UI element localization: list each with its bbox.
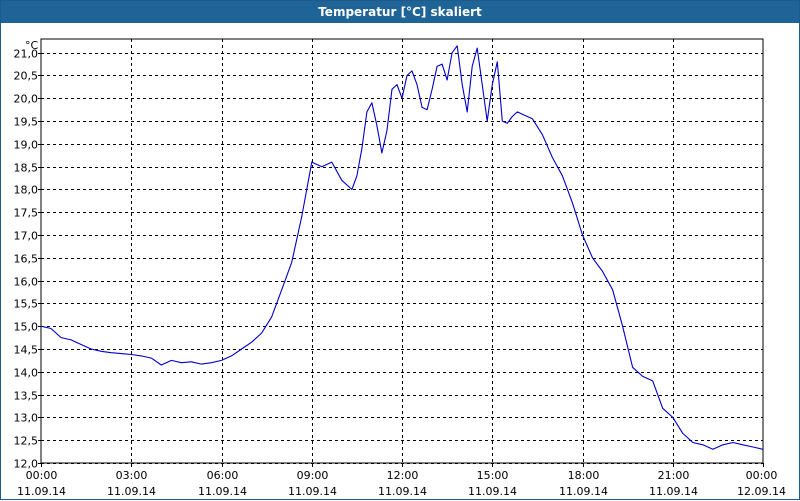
x-tick-time-label: 06:00 <box>207 469 239 482</box>
y-tick-label: 15,5 <box>14 298 39 311</box>
x-tick-date-label: 11.09.14 <box>378 485 427 498</box>
x-tick-time-label: 00:00 <box>746 469 778 482</box>
x-tick-time-label: 21:00 <box>658 469 690 482</box>
y-tick-label: 14,5 <box>14 344 39 357</box>
x-tick-time-label: 12:00 <box>387 469 419 482</box>
temperature-series-line <box>40 45 764 450</box>
y-tick-label: 20,5 <box>14 70 39 83</box>
y-tick-label: 20,0 <box>14 93 39 106</box>
x-tick-time-label: 09:00 <box>297 469 329 482</box>
y-tick-label: 14,0 <box>14 367 39 380</box>
y-tick-label: 16,5 <box>14 253 39 266</box>
x-tick-date-label: 11.09.14 <box>468 485 517 498</box>
x-tick-time-label: 18:00 <box>568 469 600 482</box>
y-tick-label: 17,5 <box>14 207 39 220</box>
y-tick-label: 18,0 <box>14 184 39 197</box>
x-tick-date-label: 11.09.14 <box>288 485 337 498</box>
chart-title: Temperatur [°C] skaliert <box>1 1 799 23</box>
y-tick-label: 18,5 <box>14 162 39 175</box>
y-tick-label: 13,5 <box>14 390 39 403</box>
y-tick-label: 17,0 <box>14 230 39 243</box>
x-tick-date-label: 12.09.14 <box>737 485 786 498</box>
y-tick-label: 21,0 <box>14 48 39 61</box>
y-tick-label: 15,0 <box>14 321 39 334</box>
y-tick-label: 19,0 <box>14 139 39 152</box>
x-tick-time-label: 03:00 <box>116 469 148 482</box>
y-tick-label: 12,0 <box>14 458 39 471</box>
y-tick-label: 13,0 <box>14 412 39 425</box>
y-tick-label: 16,0 <box>14 276 39 289</box>
x-tick-date-label: 11.09.14 <box>198 485 247 498</box>
y-axis-unit-label: °C <box>25 39 39 52</box>
x-tick-date-label: 11.09.14 <box>107 485 156 498</box>
x-tick-date-label: 11.09.14 <box>559 485 608 498</box>
y-tick-label: 19,5 <box>14 116 39 129</box>
x-tick-date-label: 11.09.14 <box>649 485 698 498</box>
y-tick-label: 12,5 <box>14 435 39 448</box>
x-tick-time-label: 00:00 <box>26 469 58 482</box>
x-tick-time-label: 15:00 <box>477 469 509 482</box>
x-tick-date-label: 11.09.14 <box>17 485 66 498</box>
